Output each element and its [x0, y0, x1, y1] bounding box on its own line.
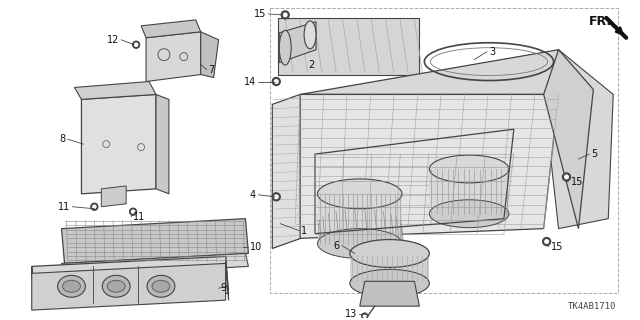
Polygon shape — [350, 253, 429, 283]
Polygon shape — [146, 32, 201, 82]
Ellipse shape — [350, 269, 429, 297]
Text: TK4AB1710: TK4AB1710 — [568, 302, 616, 311]
Ellipse shape — [108, 280, 125, 292]
Text: 11: 11 — [58, 202, 70, 212]
Circle shape — [364, 315, 366, 317]
Ellipse shape — [147, 275, 175, 297]
Ellipse shape — [102, 275, 130, 297]
Text: FR.: FR. — [588, 15, 611, 28]
Polygon shape — [543, 50, 613, 228]
Text: 12: 12 — [107, 35, 119, 45]
Circle shape — [362, 313, 368, 319]
Polygon shape — [360, 281, 419, 306]
Circle shape — [275, 195, 278, 199]
Text: 2: 2 — [308, 60, 314, 70]
Circle shape — [284, 13, 287, 17]
Polygon shape — [32, 263, 225, 310]
Ellipse shape — [350, 240, 429, 268]
Polygon shape — [61, 253, 248, 276]
Ellipse shape — [317, 179, 402, 209]
Polygon shape — [74, 82, 156, 100]
Text: 5: 5 — [591, 149, 598, 159]
Ellipse shape — [63, 280, 81, 292]
Circle shape — [132, 41, 140, 48]
Text: 4: 4 — [249, 190, 255, 200]
Circle shape — [132, 210, 134, 213]
Text: 3: 3 — [489, 47, 495, 57]
Text: 7: 7 — [209, 65, 215, 75]
Polygon shape — [300, 50, 559, 94]
Polygon shape — [201, 32, 219, 77]
Circle shape — [93, 205, 96, 208]
Polygon shape — [141, 20, 201, 38]
Text: 10: 10 — [250, 242, 262, 252]
Ellipse shape — [279, 30, 291, 65]
Circle shape — [130, 208, 136, 215]
Polygon shape — [32, 266, 35, 310]
Polygon shape — [279, 22, 316, 63]
Text: 15: 15 — [550, 242, 563, 252]
Text: 1: 1 — [301, 226, 307, 236]
Circle shape — [545, 240, 548, 243]
Circle shape — [543, 237, 550, 245]
Circle shape — [272, 193, 280, 201]
Polygon shape — [81, 94, 156, 194]
Polygon shape — [543, 50, 593, 228]
Ellipse shape — [152, 280, 170, 292]
Ellipse shape — [58, 275, 85, 297]
Polygon shape — [225, 256, 228, 300]
Polygon shape — [156, 94, 169, 194]
Polygon shape — [318, 194, 401, 244]
Circle shape — [272, 77, 280, 85]
Polygon shape — [101, 186, 126, 207]
Text: 8: 8 — [60, 134, 65, 144]
Polygon shape — [295, 94, 559, 239]
Text: 6: 6 — [333, 241, 340, 251]
Text: 13: 13 — [344, 309, 356, 319]
Circle shape — [281, 11, 289, 19]
Circle shape — [134, 43, 138, 46]
Text: 9: 9 — [221, 283, 227, 293]
Text: 15: 15 — [254, 9, 266, 19]
Text: 14: 14 — [244, 76, 257, 86]
Ellipse shape — [304, 21, 316, 49]
Polygon shape — [61, 219, 248, 263]
Circle shape — [563, 173, 570, 181]
Text: 15: 15 — [570, 177, 583, 187]
Circle shape — [564, 175, 568, 179]
Text: 11: 11 — [133, 212, 145, 222]
Circle shape — [91, 203, 98, 210]
Ellipse shape — [429, 200, 509, 228]
Polygon shape — [272, 94, 300, 249]
Polygon shape — [32, 256, 228, 303]
Ellipse shape — [429, 155, 509, 183]
Circle shape — [275, 80, 278, 83]
Polygon shape — [278, 18, 419, 75]
Polygon shape — [429, 169, 509, 214]
Ellipse shape — [317, 228, 402, 259]
